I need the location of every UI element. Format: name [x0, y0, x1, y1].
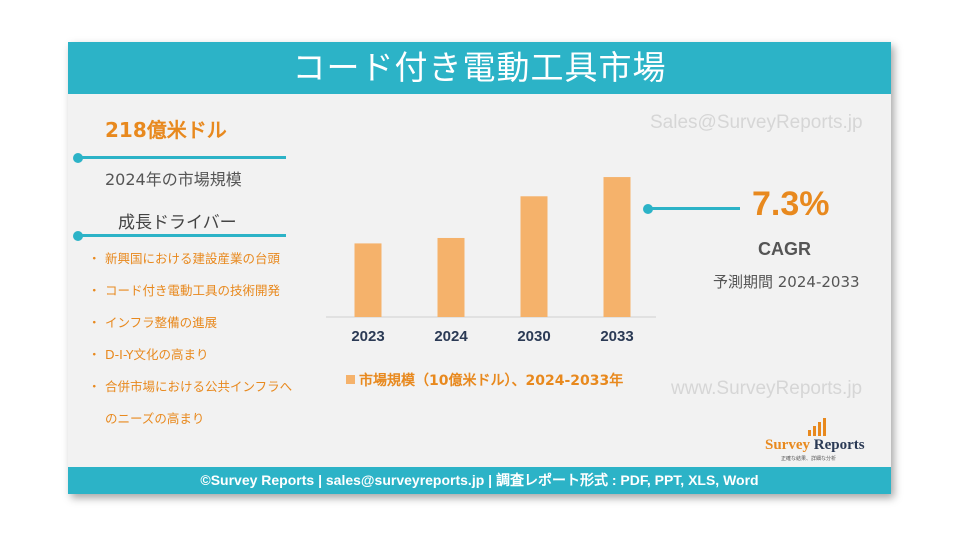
logo-name-part2: Reports — [810, 437, 865, 453]
site-watermark: www.SurveyReports.jp — [671, 378, 863, 399]
driver-item: ・新興国における建設産業の台頭 — [88, 249, 292, 281]
footer-bar: ©Survey Reports | sales@surveyreports.jp… — [68, 467, 891, 494]
driver-item: ・コード付き電動工具の技術開発 — [88, 281, 292, 313]
legend-label: 市場規模（10億米ドル）、2024-2033年 — [359, 373, 624, 389]
x-tick-label-2023: 2023 — [351, 328, 384, 345]
driver-text: のニーズの高まり — [105, 411, 205, 426]
drivers-heading: 成長ドライバー — [118, 213, 237, 233]
market-divider-line — [78, 156, 286, 159]
x-tick-label-2030: 2030 — [517, 328, 550, 345]
bullet-marker: ・ — [88, 315, 101, 330]
driver-item: のニーズの高まり — [88, 409, 292, 441]
page-title: コード付き電動工具市場 — [68, 42, 891, 94]
bar-2024 — [437, 237, 465, 317]
bullet-marker: ・ — [88, 379, 101, 394]
driver-text: コード付き電動工具の技術開発 — [105, 283, 281, 298]
cagr-label: CAGR — [758, 239, 811, 259]
drivers-divider-line — [78, 234, 286, 237]
x-tick-label-2033: 2033 — [600, 328, 633, 345]
bullet-marker: ・ — [88, 283, 101, 298]
market-size-value: 218億米ドル — [105, 118, 227, 142]
drivers-list: ・新興国における建設産業の台頭 ・コード付き電動工具の技術開発 ・インフラ整備の… — [88, 249, 292, 441]
bar-chart: 2023 2024 2030 2033 — [326, 177, 656, 345]
x-tick-label-2024: 2024 — [434, 328, 468, 345]
cagr-value: 7.3% — [752, 185, 830, 223]
email-watermark: Sales@SurveyReports.jp — [650, 112, 863, 133]
legend-swatch — [346, 375, 355, 384]
logo-wordmark: Survey Reports — [765, 437, 865, 454]
bullet-marker: ・ — [88, 347, 101, 362]
bullet-marker: ・ — [88, 251, 101, 266]
infographic-card: コード付き電動工具市場 218億米ドル 2024年の市場規模 成長ドライバー ・… — [68, 42, 891, 494]
logo-name-part1: Survey — [765, 437, 810, 453]
driver-text: インフラ整備の進展 — [105, 315, 218, 330]
driver-text: D-I-Y文化の高まり — [105, 347, 209, 362]
driver-item: ・ D-I-Y文化の高まり — [88, 345, 292, 377]
logo-bars-icon — [808, 418, 826, 436]
market-size-label: 2024年の市場規模 — [105, 170, 242, 189]
driver-text: 新興国における建設産業の台頭 — [105, 251, 281, 266]
chart-legend: 市場規模（10億米ドル）、2024-2033年 — [346, 370, 623, 390]
bar-2033 — [603, 177, 631, 317]
forecast-period: 予測期間 2024-2033 — [713, 273, 860, 291]
driver-text: 合併市場における公共インフラへ — [105, 379, 293, 394]
driver-item: ・合併市場における公共インフラへ — [88, 377, 292, 409]
bar-2030 — [520, 196, 548, 317]
logo-tagline: 正確な結果、詳細な分析 — [781, 456, 837, 462]
company-logo: Survey Reports 正確な結果、詳細な分析 — [765, 417, 880, 465]
cagr-connector-line — [648, 207, 740, 210]
driver-item: ・インフラ整備の進展 — [88, 313, 292, 345]
bar-2023 — [354, 243, 382, 317]
